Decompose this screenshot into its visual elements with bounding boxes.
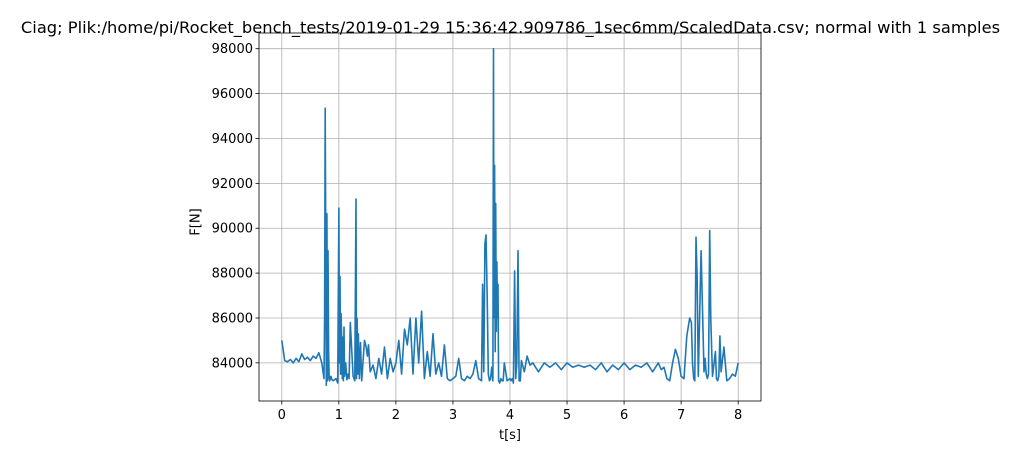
y-axis-label: F[N]: [188, 208, 204, 236]
y-tick-label: 90000: [212, 222, 253, 237]
y-tick-label: 86000: [212, 311, 253, 326]
x-axis-label: t[s]: [498, 428, 521, 443]
series-line: [281, 47, 739, 387]
x-tick-label: 4: [506, 408, 514, 423]
grid-lines: [259, 33, 761, 401]
x-tick-label: 0: [278, 408, 286, 423]
y-tick-label: 92000: [212, 177, 253, 192]
x-tick-label: 3: [449, 408, 457, 423]
series-layer: [281, 47, 739, 387]
y-tick-label: 84000: [212, 356, 253, 371]
x-tick-label: 8: [734, 408, 742, 423]
chart-title: Ciag; Plik:/home/pi/Rocket_bench_tests/2…: [20, 18, 1001, 37]
x-tick-label: 7: [677, 408, 685, 423]
x-tick-label: 2: [392, 408, 400, 423]
x-tick-label: 5: [563, 408, 571, 423]
y-tick-label: 88000: [212, 267, 253, 282]
y-tick-label: 96000: [212, 87, 253, 102]
x-tick-label: 6: [620, 408, 628, 423]
y-tick-label: 94000: [212, 132, 253, 147]
x-tick-label: 1: [335, 408, 343, 423]
y-tick-label: 98000: [212, 42, 253, 57]
tick-layer: 0 1 2 3 4 5 6 7 8 84000 86000 88000 90000 92000 94000 9…: [212, 42, 743, 423]
